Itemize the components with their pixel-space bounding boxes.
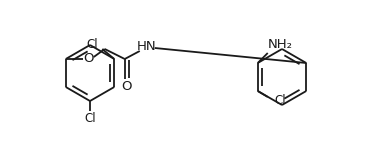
Text: Cl: Cl	[86, 38, 98, 51]
Text: Cl: Cl	[84, 111, 96, 124]
Text: HN: HN	[137, 40, 157, 53]
Text: Cl: Cl	[274, 95, 286, 108]
Text: O: O	[121, 80, 132, 93]
Text: O: O	[83, 51, 94, 64]
Text: NH₂: NH₂	[267, 38, 292, 51]
